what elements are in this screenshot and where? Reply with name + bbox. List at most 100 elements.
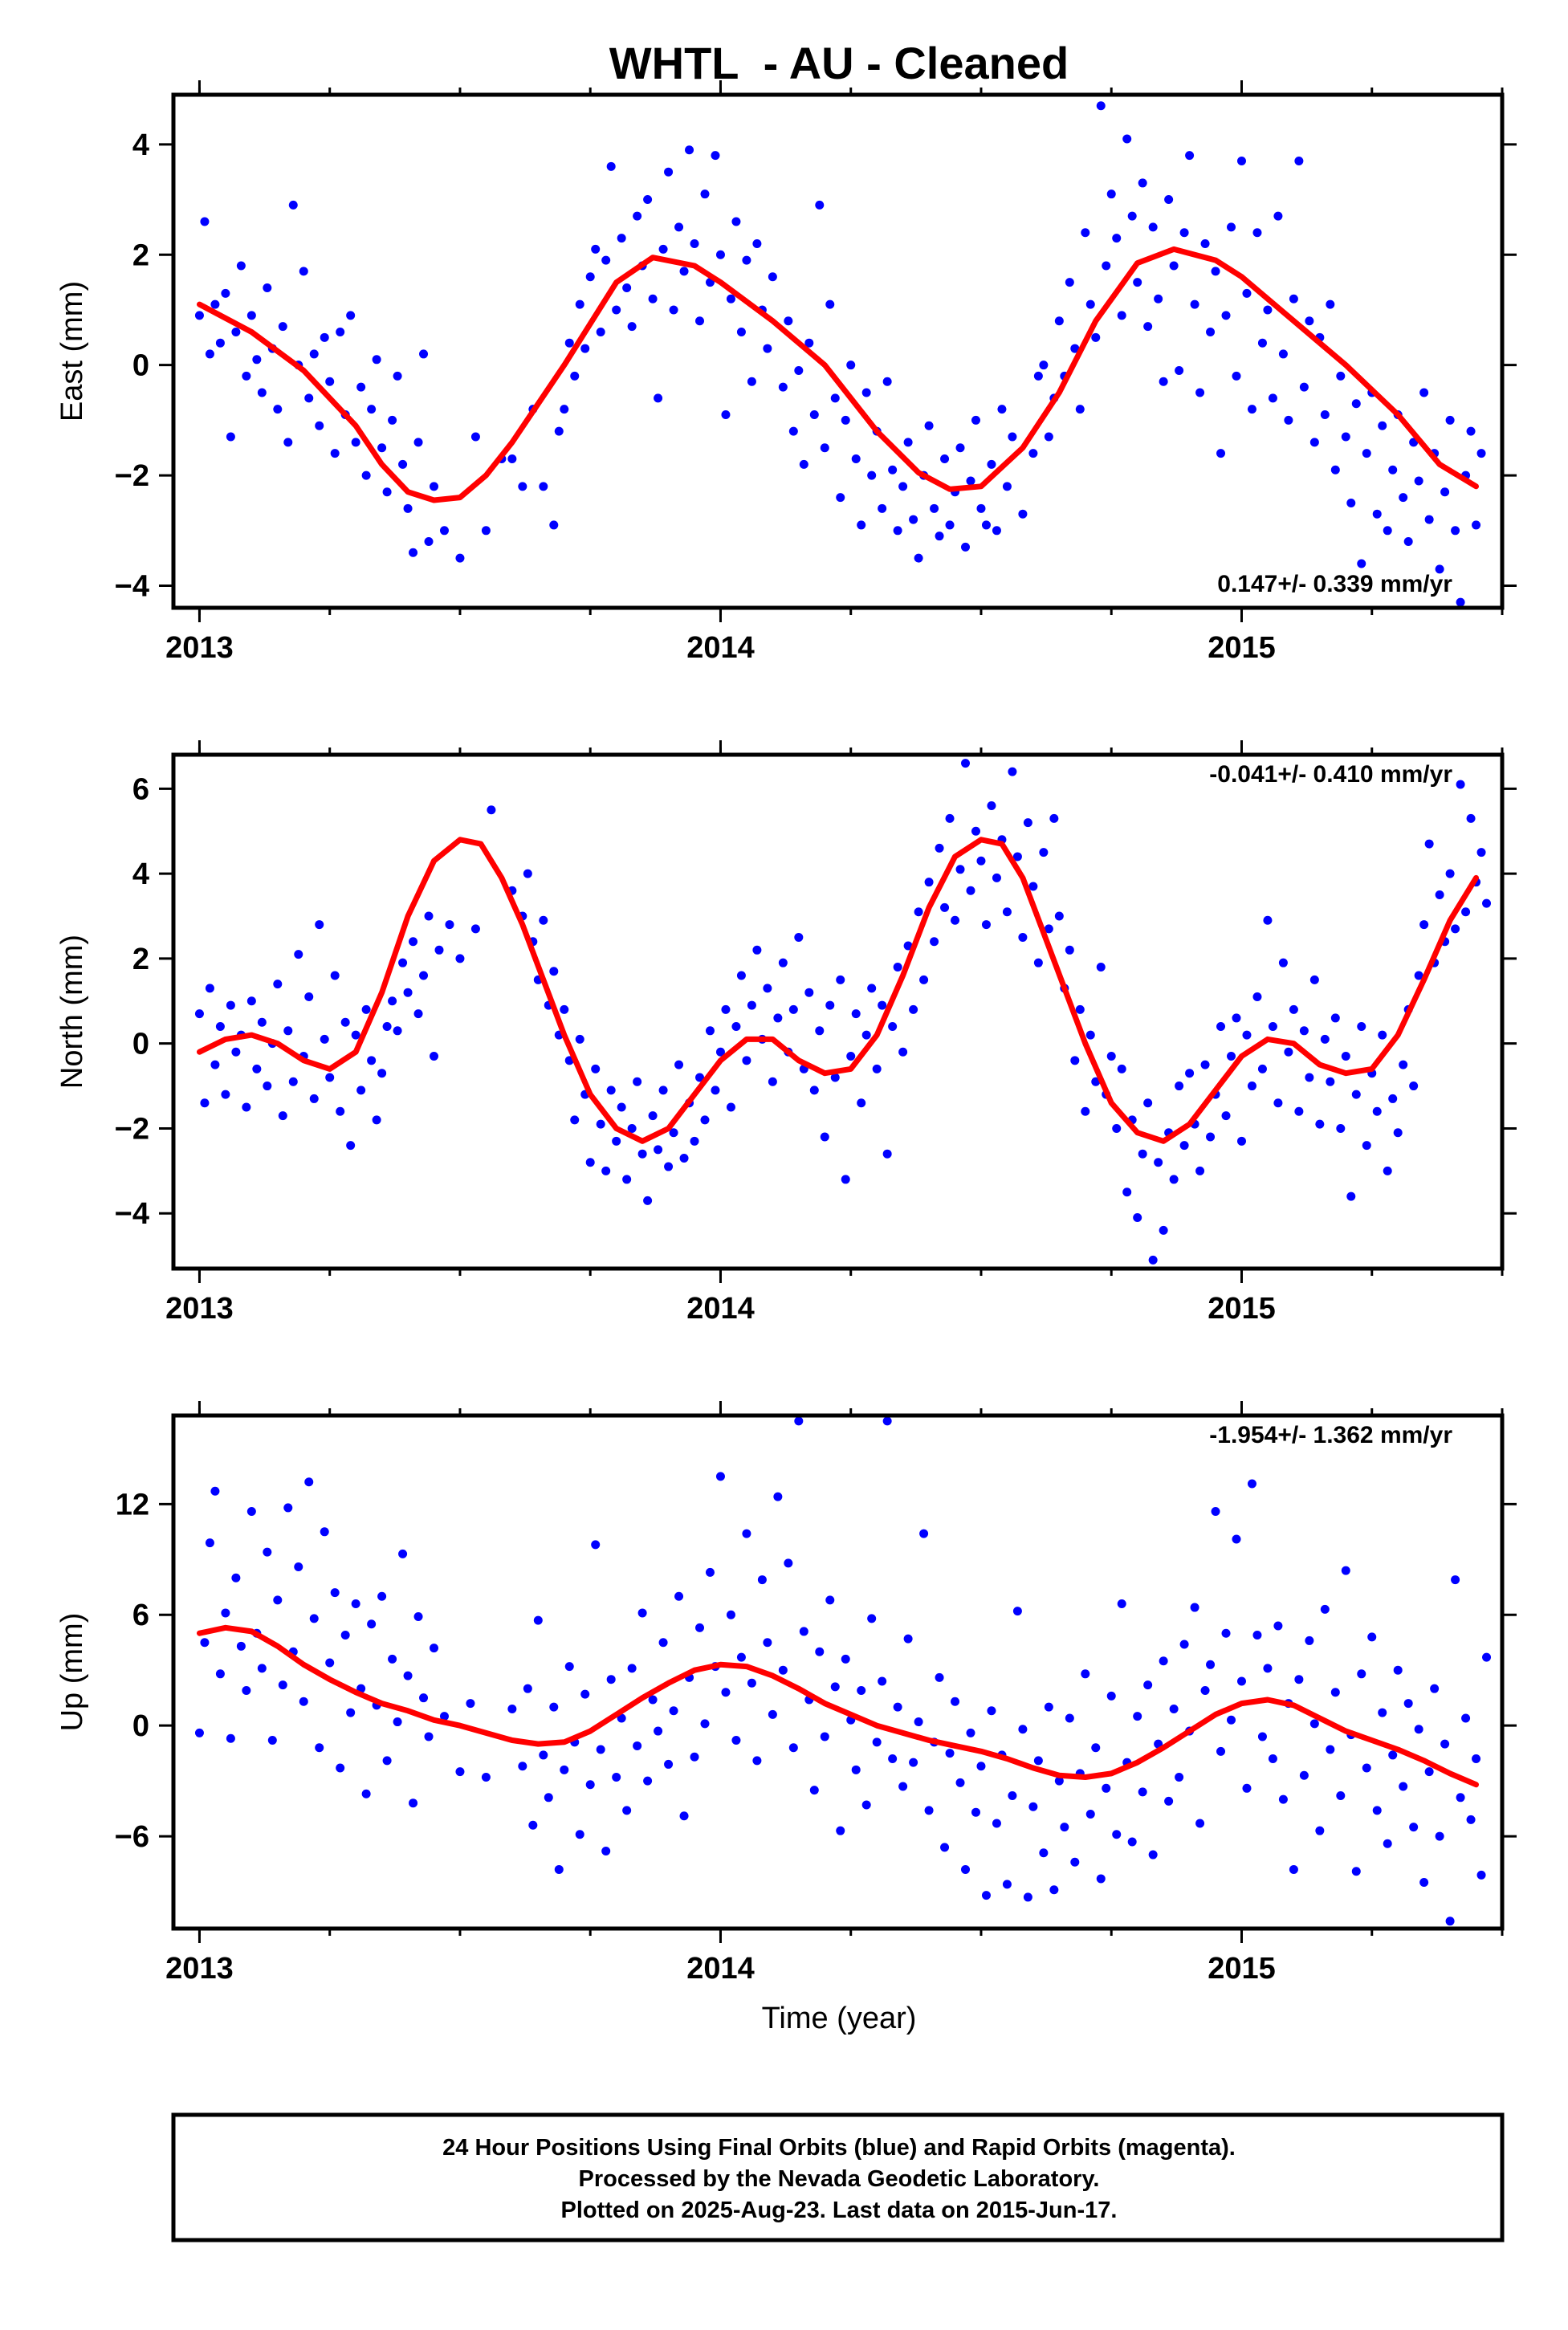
east-data-point bbox=[804, 338, 814, 348]
up-data-point bbox=[773, 1492, 783, 1501]
up-data-point bbox=[1419, 1878, 1429, 1888]
east-data-point bbox=[846, 360, 856, 370]
up-data-point bbox=[1236, 1676, 1246, 1686]
east-rate-label: 0.147+/- 0.339 mm/yr bbox=[1217, 571, 1452, 597]
up-data-point bbox=[351, 1599, 360, 1608]
north-data-point bbox=[1357, 1022, 1366, 1032]
east-x-tick-label: 2014 bbox=[686, 631, 755, 665]
up-data-point bbox=[867, 1614, 877, 1623]
north-data-point bbox=[367, 1056, 377, 1065]
north-data-point bbox=[857, 1098, 866, 1108]
east-data-point bbox=[346, 311, 356, 320]
east-data-point bbox=[1112, 234, 1122, 243]
north-data-point bbox=[1206, 1132, 1216, 1142]
east-data-point bbox=[695, 316, 705, 326]
east-data-point bbox=[1138, 178, 1147, 188]
east-data-point bbox=[1018, 509, 1028, 519]
up-data-point bbox=[1081, 1669, 1090, 1679]
east-data-point bbox=[1330, 465, 1340, 475]
north-data-point bbox=[836, 975, 845, 984]
east-data-point bbox=[1206, 327, 1216, 336]
north-data-point bbox=[601, 1166, 611, 1175]
north-data-point bbox=[1451, 924, 1460, 934]
up-data-point bbox=[523, 1684, 532, 1693]
north-data-point bbox=[388, 996, 397, 1006]
up-data-point bbox=[1085, 1809, 1095, 1819]
footer-line-1: 24 Hour Positions Using Final Orbits (bl… bbox=[442, 2135, 1236, 2161]
east-data-point bbox=[419, 349, 429, 359]
east-data-point bbox=[1388, 465, 1398, 475]
up-data-point bbox=[439, 1712, 449, 1721]
north-data-point bbox=[1049, 813, 1059, 823]
up-data-point bbox=[1393, 1665, 1403, 1675]
up-data-point bbox=[987, 1706, 996, 1716]
up-data-point bbox=[1195, 1819, 1205, 1828]
east-data-point bbox=[882, 377, 892, 386]
up-data-point bbox=[231, 1573, 241, 1583]
north-data-point bbox=[1159, 1225, 1168, 1235]
up-data-point bbox=[1143, 1680, 1153, 1690]
east-data-point bbox=[1456, 597, 1465, 607]
east-data-point bbox=[430, 482, 439, 491]
east-data-point bbox=[226, 432, 235, 442]
up-data-point bbox=[367, 1619, 377, 1629]
north-data-point bbox=[1106, 1052, 1116, 1061]
up-data-point bbox=[575, 1830, 584, 1839]
east-data-point bbox=[1299, 382, 1309, 392]
east-data-point bbox=[1065, 278, 1074, 287]
north-data-point bbox=[1289, 1004, 1298, 1014]
up-data-point bbox=[1435, 1831, 1444, 1841]
up-data-point bbox=[257, 1664, 267, 1673]
north-data-point bbox=[633, 1077, 642, 1086]
east-data-point bbox=[1273, 211, 1283, 221]
north-data-point bbox=[1419, 920, 1429, 930]
up-data-point bbox=[778, 1665, 788, 1675]
north-data-point bbox=[1002, 907, 1012, 917]
up-data-point bbox=[830, 1682, 840, 1692]
up-data-point bbox=[533, 1615, 543, 1625]
north-data-point bbox=[325, 1073, 335, 1082]
east-data-point bbox=[961, 542, 971, 552]
up-data-point bbox=[226, 1733, 235, 1743]
up-data-point bbox=[715, 1472, 725, 1481]
east-data-point bbox=[966, 476, 975, 486]
north-y-tick-label: 6 bbox=[132, 772, 149, 806]
up-data-point bbox=[924, 1806, 934, 1815]
up-data-point bbox=[1372, 1806, 1382, 1815]
north-data-point bbox=[841, 1175, 850, 1184]
up-data-point bbox=[1440, 1739, 1450, 1749]
up-data-point bbox=[205, 1538, 214, 1548]
north-y-axis-label: North (mm) bbox=[55, 935, 89, 1089]
north-data-point bbox=[1216, 1022, 1226, 1032]
up-data-point bbox=[1091, 1743, 1101, 1753]
north-data-point bbox=[637, 1149, 647, 1159]
up-data-point bbox=[1294, 1675, 1304, 1684]
east-data-point bbox=[909, 515, 918, 524]
north-rate-label: -0.041+/- 0.410 mm/yr bbox=[1209, 761, 1452, 788]
east-data-point bbox=[679, 267, 689, 276]
up-data-point bbox=[320, 1527, 329, 1537]
east-data-point bbox=[1435, 564, 1444, 574]
north-data-point bbox=[575, 1034, 584, 1044]
north-data-point bbox=[1018, 932, 1028, 942]
north-data-point bbox=[1330, 1013, 1340, 1023]
up-data-point bbox=[455, 1767, 465, 1777]
north-data-point bbox=[924, 878, 934, 887]
up-data-point bbox=[721, 1688, 731, 1697]
east-data-point bbox=[1175, 366, 1184, 376]
north-data-point bbox=[1221, 1111, 1231, 1121]
east-data-point bbox=[1362, 449, 1371, 458]
up-data-point bbox=[606, 1675, 616, 1684]
north-data-point bbox=[591, 1064, 601, 1073]
north-data-point bbox=[205, 984, 214, 993]
east-data-point bbox=[413, 438, 423, 447]
north-data-point bbox=[434, 945, 444, 955]
up-data-point bbox=[935, 1672, 944, 1682]
east-data-point bbox=[575, 299, 584, 309]
up-data-point bbox=[726, 1610, 735, 1619]
north-data-point bbox=[830, 1073, 840, 1082]
up-x-tick-label: 2014 bbox=[686, 1952, 755, 1986]
up-data-point bbox=[695, 1623, 705, 1632]
east-data-point bbox=[606, 161, 616, 171]
east-data-point bbox=[367, 405, 377, 414]
